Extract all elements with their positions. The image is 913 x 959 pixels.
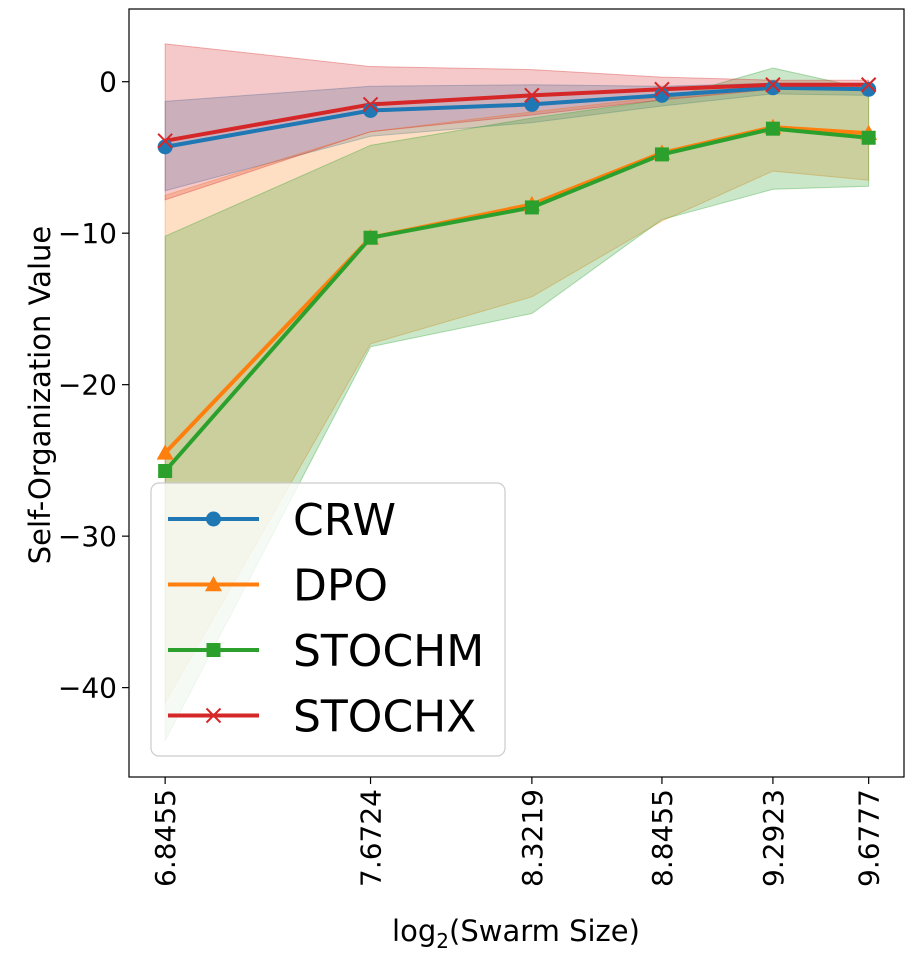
legend-label-crw: CRW bbox=[293, 495, 396, 546]
point-stochx bbox=[362, 96, 379, 113]
y-tick-label: 0 bbox=[99, 66, 117, 99]
series-lines bbox=[163, 82, 869, 473]
x-tick-label: 9.6777 bbox=[853, 789, 886, 887]
legend-item-crw: CRW bbox=[168, 495, 396, 546]
point-stochm bbox=[654, 147, 669, 162]
x-tick-label: 8.3219 bbox=[516, 789, 549, 887]
x-tick-label: 7.6724 bbox=[355, 789, 388, 887]
point-crw bbox=[157, 139, 173, 155]
legend-marker-stochm bbox=[206, 643, 221, 657]
legend-label-stochm: STOCHM bbox=[293, 626, 484, 677]
point-stochm bbox=[363, 230, 378, 245]
legend-marker-crw bbox=[206, 511, 221, 527]
point-crw bbox=[363, 102, 379, 118]
legend-label-dpo: DPO bbox=[293, 561, 388, 612]
point-stochx bbox=[157, 133, 173, 149]
point-crw bbox=[524, 96, 540, 112]
legend-item-stochm: STOCHM bbox=[168, 626, 484, 677]
point-stochm bbox=[158, 464, 173, 479]
line-stochx bbox=[164, 82, 869, 143]
legend-item-dpo: DPO bbox=[168, 561, 388, 612]
line-dpo bbox=[163, 125, 869, 455]
legend-item-stochx: STOCHX bbox=[168, 692, 476, 743]
band-stochm bbox=[164, 67, 870, 741]
point-crw bbox=[765, 80, 781, 96]
y-tick-label: −40 bbox=[58, 672, 117, 705]
x-axis-label-main: log bbox=[392, 914, 436, 948]
point-stochm bbox=[861, 130, 876, 145]
point-stochm bbox=[765, 121, 780, 136]
x-tick-label: 6.8455 bbox=[149, 789, 182, 887]
legend: CRW DPO STOCHM STOCHX bbox=[150, 482, 506, 757]
band-dpo bbox=[164, 87, 870, 705]
series-markers bbox=[156, 77, 878, 479]
point-stochx bbox=[860, 77, 877, 93]
legend-label-stochx: STOCHX bbox=[293, 692, 476, 743]
plot-frame bbox=[128, 8, 905, 778]
point-stochm bbox=[524, 200, 539, 215]
x-tick-label: 8.8455 bbox=[646, 789, 679, 887]
point-stochx bbox=[524, 87, 540, 104]
y-tick-label: −10 bbox=[58, 217, 117, 250]
point-crw bbox=[861, 81, 877, 97]
x-axis-label-rest: (Swarm Size) bbox=[449, 914, 640, 948]
point-stochx bbox=[765, 77, 781, 93]
y-tick-label: −30 bbox=[58, 520, 117, 553]
point-stochx bbox=[654, 81, 670, 97]
point-dpo bbox=[156, 444, 174, 460]
x-axis-label: log2(Swarm Size) bbox=[392, 914, 640, 953]
legend-marker-stochx bbox=[205, 707, 222, 724]
y-tick-label: −20 bbox=[58, 369, 117, 402]
y-axis-label: Self-Organization Value bbox=[23, 226, 57, 564]
x-axis-ticks: 6.8455 7.6724 8.3219 8.8455 9.2923 9.6777 bbox=[149, 777, 886, 887]
point-crw bbox=[654, 87, 670, 103]
legend-marker-dpo bbox=[205, 576, 222, 592]
x-axis-label-subscript: 2 bbox=[436, 929, 449, 953]
line-stochm bbox=[163, 126, 869, 473]
legend-frame bbox=[150, 482, 506, 757]
y-axis-ticks: 0 −10 −20 −30 −40 bbox=[58, 66, 129, 705]
line-crw bbox=[164, 85, 869, 149]
x-tick-label: 9.2923 bbox=[757, 789, 790, 887]
